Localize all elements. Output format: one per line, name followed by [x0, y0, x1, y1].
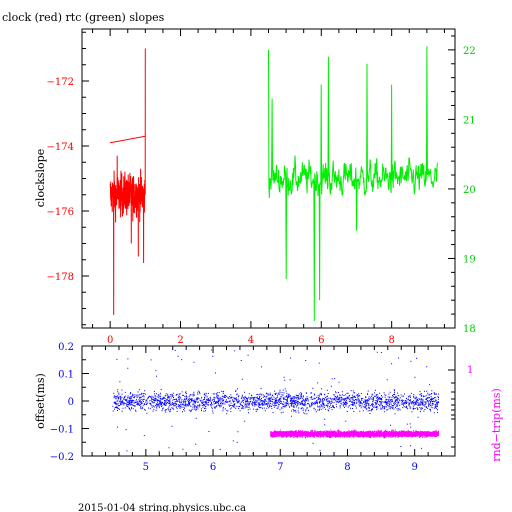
y-tick-label: −0.2 — [50, 452, 74, 463]
y-tick-label: 0.2 — [58, 342, 74, 353]
clock-slope-reference-line — [110, 135, 146, 144]
offset-panel: 5 6 7 8 9 −0.2 −0.1 0 0.1 0.2 1 offset(ms) rnd−tri… — [34, 342, 503, 473]
x-tick-label: 6 — [210, 462, 216, 473]
rndtrip-points — [270, 429, 440, 439]
x-tick-label: 5 — [143, 462, 149, 473]
x-tick-label: 8 — [344, 462, 350, 473]
y-tick-label: −172 — [47, 77, 74, 88]
rndtrip-y-axis-label: rnd−trip(ms) — [490, 388, 503, 462]
y-right-tick-label: 18 — [463, 324, 476, 335]
offset-axes: 5 6 7 8 9 −0.2 −0.1 0 0.1 0.2 1 — [50, 342, 474, 473]
y-right-tick-label: 1 — [467, 365, 473, 376]
slope-panel: 0 2 4 6 8 −178 −176 −174 −172 18 19 20 21 22 clockslo… — [34, 28, 476, 346]
y-tick-label: −178 — [47, 272, 74, 283]
rtc-slope-series — [268, 46, 438, 322]
clock-slope-series — [109, 48, 146, 316]
slope-axes: 0 2 4 6 8 −178 −176 −174 −172 18 19 20 21 22 — [47, 29, 476, 346]
figure-title: clock (red) rtc (green) slopes — [2, 11, 165, 24]
x-tick-label: 0 — [107, 335, 113, 346]
y-right-tick-label: 20 — [463, 185, 476, 196]
offset-plot-area — [112, 349, 440, 454]
x-tick-label: 8 — [388, 335, 394, 346]
y-right-tick-label: 22 — [463, 46, 476, 57]
offset-panel-frame — [81, 345, 456, 457]
x-tick-label: 7 — [277, 462, 283, 473]
y-tick-label: 0.1 — [58, 370, 74, 381]
y-tick-label: −176 — [47, 207, 74, 218]
slope-y-axis-label: clockslope — [34, 149, 47, 207]
footer-caption: 2015-01-04 string.physics.ubc.ca — [78, 503, 246, 512]
x-tick-label: 9 — [411, 462, 417, 473]
x-tick-label: 4 — [248, 335, 254, 346]
offset-y-axis-label: offset(ms) — [34, 373, 47, 429]
y-tick-label: 0 — [68, 397, 74, 408]
slope-plot-area — [109, 46, 438, 322]
y-right-tick-label: 21 — [463, 115, 476, 126]
y-tick-label: −0.1 — [50, 425, 74, 436]
y-right-tick-label: 19 — [463, 254, 476, 265]
offset-points — [112, 349, 440, 454]
x-tick-label: 2 — [177, 335, 183, 346]
y-tick-label: −174 — [47, 142, 74, 153]
x-tick-label: 6 — [318, 335, 324, 346]
